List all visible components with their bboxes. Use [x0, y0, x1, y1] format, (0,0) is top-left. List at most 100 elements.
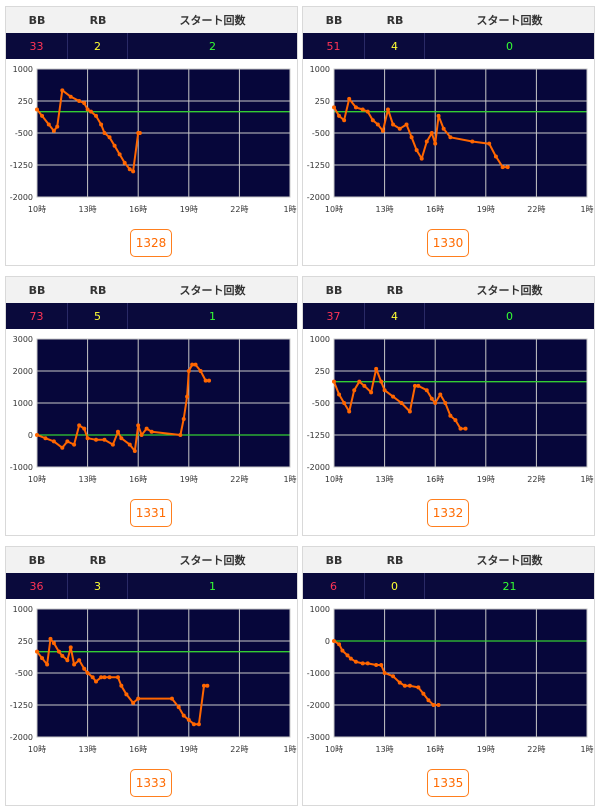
data-point	[190, 362, 195, 367]
data-point	[35, 107, 39, 112]
start-count-header: スタート回数	[179, 554, 246, 567]
data-point	[360, 661, 365, 666]
data-point	[399, 401, 404, 405]
machine-card: BB RB スタート回数 37 4 0 10時 13時 16時 19時 22時 1時 1000 250 -5…	[302, 276, 595, 536]
data-point	[115, 675, 120, 680]
data-point	[85, 436, 90, 441]
data-point	[181, 417, 186, 421]
x-tick-label: 10時	[28, 475, 46, 484]
data-point	[181, 713, 186, 718]
machine-number-button[interactable]: 1331	[130, 499, 172, 527]
data-point	[500, 165, 505, 170]
y-tick-label: -2000	[10, 733, 33, 742]
data-point	[48, 636, 53, 641]
y-tick-label: -1250	[10, 161, 33, 170]
data-point	[380, 128, 385, 133]
bb-count: 51	[303, 33, 365, 59]
data-point	[337, 392, 342, 397]
y-tick-label: -1000	[307, 669, 330, 678]
data-point	[60, 445, 65, 450]
data-point	[340, 648, 345, 653]
stats-header: BB RB スタート回数	[6, 277, 297, 303]
data-point	[102, 675, 107, 680]
x-tick-label: 22時	[230, 475, 248, 484]
data-point	[77, 658, 82, 663]
x-tick-label: 13時	[79, 205, 97, 214]
x-tick-label: 10時	[325, 745, 343, 754]
data-point	[337, 113, 342, 118]
bb-count: 73	[6, 303, 68, 329]
data-point	[505, 165, 510, 170]
machine-number-button[interactable]: 1335	[427, 769, 469, 797]
data-point	[82, 101, 87, 106]
x-tick-label: 10時	[325, 475, 343, 484]
plot-frame	[333, 608, 588, 738]
data-point	[40, 656, 45, 661]
machine-number-button[interactable]: 1330	[427, 229, 469, 257]
data-point	[421, 691, 426, 696]
stats-values: 37 4 0	[303, 303, 594, 329]
data-point	[332, 379, 336, 384]
data-point	[342, 118, 347, 123]
rb-header: RB	[386, 553, 404, 567]
y-tick-label: 1000	[13, 605, 33, 614]
data-point	[68, 645, 73, 650]
rb-count: 3	[68, 573, 128, 599]
data-point	[40, 113, 45, 118]
data-point	[46, 122, 51, 127]
y-tick-label: 1000	[310, 65, 330, 74]
data-point	[448, 135, 453, 140]
data-point	[433, 401, 438, 405]
data-point	[110, 442, 115, 447]
history-chart: 10時 13時 16時 19時 22時 1時 1000 250 -500 -1250 -2000	[307, 65, 594, 214]
start-count-header: スタート回数	[476, 284, 543, 297]
data-point	[149, 429, 154, 434]
rb-count: 4	[365, 303, 425, 329]
data-point	[409, 135, 414, 140]
data-point	[407, 683, 412, 688]
data-point	[203, 378, 208, 383]
x-tick-label: 13時	[79, 745, 97, 754]
data-point	[360, 107, 365, 112]
data-point	[419, 156, 424, 161]
data-point	[357, 379, 362, 384]
machine-number-button[interactable]: 1328	[130, 229, 172, 257]
y-tick-label: 250	[315, 97, 330, 106]
machine-card: BB RB スタート回数 33 2 2 10時 13時 16時 19時 22時 1時 1000 250 -5…	[5, 6, 298, 266]
y-tick-label: -3000	[307, 733, 330, 742]
data-point	[382, 671, 387, 675]
stats-header: BB RB スタート回数	[6, 7, 297, 33]
data-point	[463, 426, 468, 431]
data-point	[139, 433, 144, 437]
data-point	[112, 143, 117, 148]
data-point	[102, 131, 107, 135]
x-tick-label: 1時	[580, 745, 593, 754]
history-chart: 10時 13時 16時 19時 22時 1時 3000 2000 1000 0 -1000	[10, 335, 297, 484]
bb-header: BB	[325, 553, 343, 567]
data-point	[60, 88, 65, 93]
data-point	[365, 109, 370, 114]
x-tick-label: 22時	[230, 745, 248, 754]
history-chart: 10時 13時 16時 19時 22時 1時 1000 250 -500 -1250 -2000	[10, 65, 297, 214]
data-point	[85, 107, 90, 112]
data-point	[201, 683, 206, 688]
data-point	[35, 649, 39, 654]
data-point	[122, 160, 127, 165]
y-tick-label: -2000	[307, 701, 330, 710]
plot-frame	[36, 608, 291, 738]
data-point	[90, 675, 95, 680]
rb-count: 5	[68, 303, 128, 329]
machine-card: BB RB スタート回数 73 5 1 10時 13時 16時 19時 22時 1時 3000 2000 1…	[5, 276, 298, 536]
data-point	[441, 126, 446, 131]
bb-header: BB	[325, 13, 343, 27]
x-tick-label: 22時	[527, 475, 545, 484]
machine-number-button[interactable]: 1333	[130, 769, 172, 797]
data-point	[438, 392, 443, 397]
data-point	[94, 113, 99, 118]
machine-number-button[interactable]: 1332	[427, 499, 469, 527]
x-tick-label: 13時	[79, 475, 97, 484]
data-point	[72, 442, 77, 447]
start-count-header: スタート回数	[476, 14, 543, 27]
data-point	[185, 394, 190, 399]
data-point	[137, 131, 142, 135]
